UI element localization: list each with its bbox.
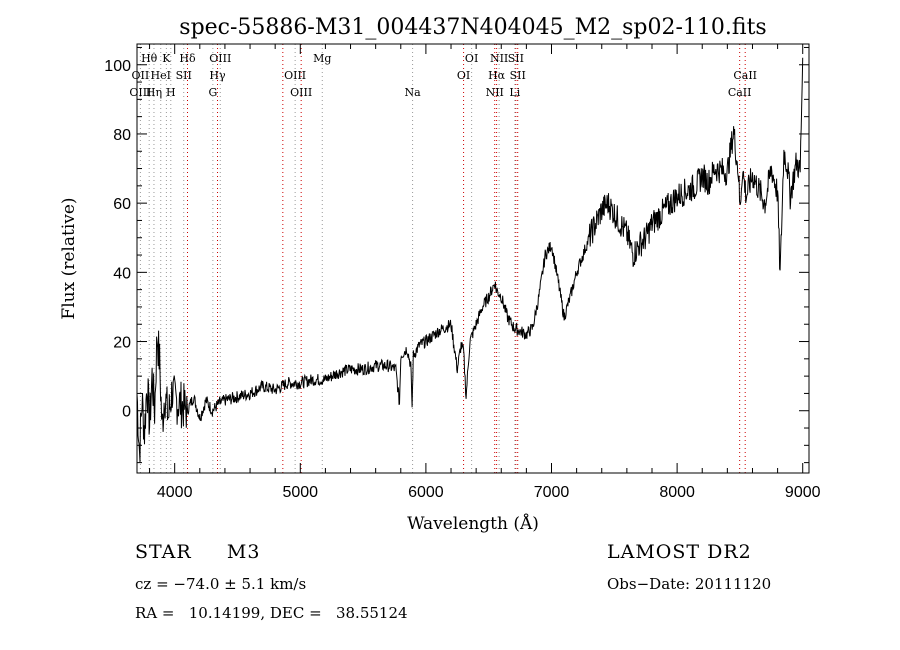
y-tick-label: 60 <box>113 196 131 213</box>
spectral-line-label: OIII <box>290 86 312 99</box>
spectral-line-label: Hδ <box>179 52 196 65</box>
y-tick-label: 0 <box>122 404 131 421</box>
object-class: STAR M3 <box>135 541 261 563</box>
y-axis: 0 20 40 60 80 100 <box>104 46 809 464</box>
spectral-line-label: Na <box>404 86 421 99</box>
spectral-line-label: OI <box>457 69 470 82</box>
spectral-line-markers <box>139 44 746 473</box>
spectral-line-label: CaII <box>733 69 757 82</box>
spectral-line-label: H <box>166 86 176 99</box>
spectral-line-label: NII <box>486 86 504 99</box>
x-axis: 4000 5000 6000 7000 8000 9000 <box>149 44 821 501</box>
y-tick-label: 40 <box>113 265 131 282</box>
spectral-line-label: OI <box>465 52 478 65</box>
chart-title: spec-55886-M31_004437N404045_M2_sp02-110… <box>179 15 766 40</box>
spectral-line-label: OIII <box>129 86 151 99</box>
x-axis-label: Wavelength (Å) <box>407 513 539 534</box>
spectral-line-label: OII <box>132 69 150 82</box>
x-tick-label: 9000 <box>785 484 821 501</box>
spectral-line-label: SII <box>508 52 524 65</box>
observation-date: Obs−Date: 20111120 <box>607 575 772 593</box>
spectral-line-label: G <box>208 86 217 99</box>
y-tick-label: 20 <box>113 335 131 352</box>
y-axis-label: Flux (relative) <box>59 197 79 319</box>
spectral-line-label: OIII <box>284 69 306 82</box>
x-tick-label: 8000 <box>659 484 695 501</box>
spectral-line-label: CaII <box>728 86 752 99</box>
plot-frame <box>136 43 810 474</box>
spectral-line-label: OIII <box>209 52 231 65</box>
spectral-line-label: K <box>162 52 171 65</box>
x-tick-label: 4000 <box>157 484 193 501</box>
spectral-line-label: Mg <box>313 52 331 65</box>
sky-coordinates: RA = 10.14199, DEC = 38.55124 <box>135 604 408 622</box>
spectral-line-label: NII <box>490 52 508 65</box>
spectral-line-label: Li <box>509 86 520 99</box>
x-tick-label: 5000 <box>282 484 318 501</box>
spectral-line-label: Hθ <box>141 52 158 65</box>
x-tick-label: 6000 <box>408 484 444 501</box>
spectral-line-label: Hγ <box>209 69 226 82</box>
spectral-line-label: SII <box>510 69 526 82</box>
spectral-line-label: Hα <box>488 69 506 82</box>
spectral-line-label: HeI <box>151 69 171 82</box>
y-tick-label: 80 <box>113 127 131 144</box>
spectral-line-label: Hη <box>146 86 162 99</box>
spectrum-line <box>136 57 804 463</box>
redshift-velocity: cz = −74.0 ± 5.1 km/s <box>135 575 307 593</box>
survey-name: LAMOST DR2 <box>607 541 752 563</box>
y-tick-label: 100 <box>104 58 131 75</box>
x-tick-label: 7000 <box>534 484 570 501</box>
spectral-line-label: SII <box>176 69 192 82</box>
